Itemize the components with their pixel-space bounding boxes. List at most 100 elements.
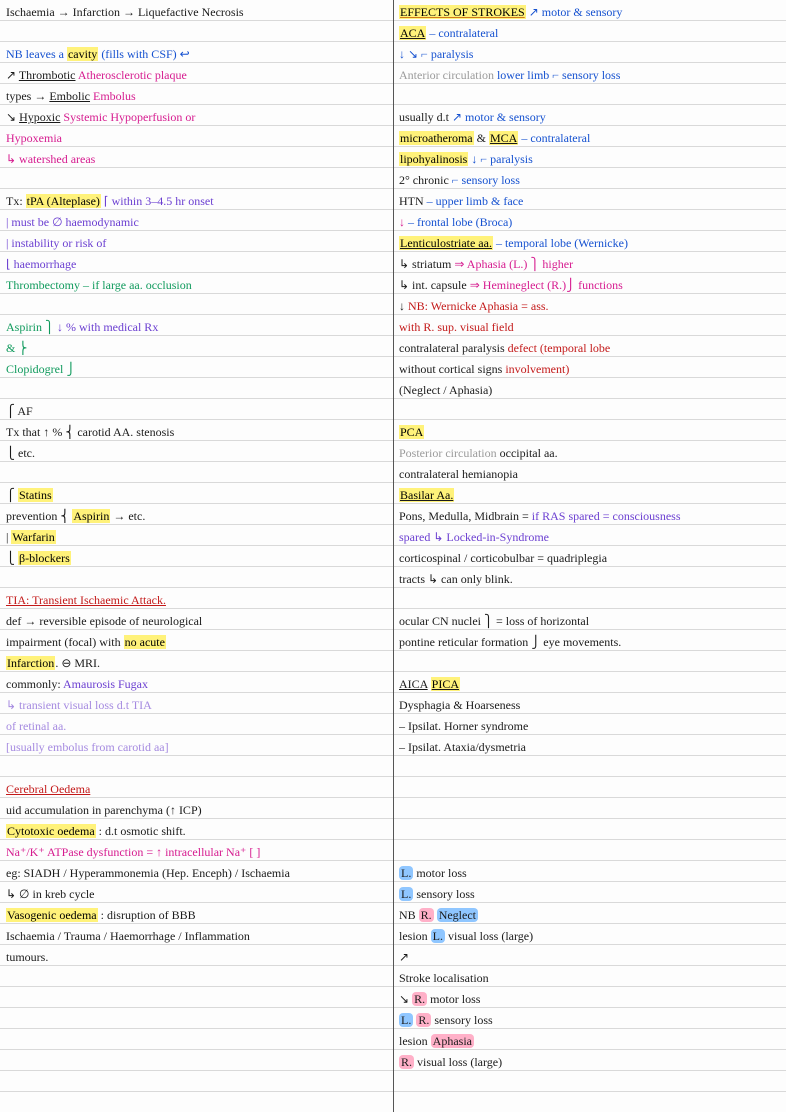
note-line: ↓ – frontal lobe (Broca) — [399, 212, 780, 233]
note-line: def → reversible episode of neurological — [6, 611, 387, 632]
note-line: Stroke localisation — [399, 968, 780, 989]
text-segment: . ⊖ MRI. — [55, 656, 100, 670]
text-segment: Warfarin — [11, 530, 55, 544]
text-segment: involvement) — [505, 362, 569, 376]
text-segment: ⎩ etc. — [6, 446, 35, 460]
text-segment: Thrombotic — [19, 68, 76, 82]
note-line: Anterior circulation lower limb ⌐ sensor… — [399, 65, 780, 86]
note-line: lipohyalinosis ↓ ⌐ paralysis — [399, 149, 780, 170]
text-segment: lesion — [399, 929, 431, 943]
note-line: ⎩ β-blockers — [6, 548, 387, 569]
text-segment: no acute — [124, 635, 166, 649]
text-segment: occipital aa. — [497, 446, 558, 460]
note-line — [6, 170, 387, 191]
text-segment: PICA — [431, 677, 460, 691]
note-line: | must be ∅ haemodynamic — [6, 212, 387, 233]
text-segment: def → reversible episode of neurological — [6, 614, 202, 628]
note-line: ACA – contralateral — [399, 23, 780, 44]
text-segment: Atherosclerotic plaque — [78, 68, 187, 82]
text-segment: ↓ % with medical Rx — [54, 320, 158, 334]
text-segment: Ischaemia → Infarction → Liquefactive Ne… — [6, 5, 244, 19]
text-segment: ↗ motor & sensory — [526, 5, 623, 19]
text-segment: & ⎬ — [6, 341, 27, 355]
note-line: L. motor loss — [399, 863, 780, 884]
text-segment: R. — [412, 992, 427, 1006]
text-segment: L. — [399, 866, 413, 880]
text-segment: R. — [419, 908, 434, 922]
text-segment: Amaurosis Fugax — [63, 677, 148, 691]
text-segment: Basilar Aa. — [399, 488, 454, 502]
text-segment: Cerebral Oedema — [6, 782, 90, 796]
text-segment: Embolus — [93, 89, 136, 103]
note-line: & ⎬ — [6, 338, 387, 359]
text-segment: impairment (focal) with — [6, 635, 124, 649]
text-segment: – Ipsilat. Ataxia/dysmetria — [399, 740, 526, 754]
note-line: ↗ Thrombotic Atherosclerotic plaque — [6, 65, 387, 86]
text-segment: ↗ motor & sensory — [449, 110, 546, 124]
note-line: corticospinal / corticobulbar = quadripl… — [399, 548, 780, 569]
note-line: – Ipsilat. Ataxia/dysmetria — [399, 737, 780, 758]
note-line: ⎧ AF — [6, 401, 387, 422]
text-segment: spared ↳ Locked-in-Syndrome — [399, 530, 549, 544]
text-segment: uid accumulation in parenchyma (↑ ICP) — [6, 803, 202, 817]
text-segment: NB: Wernicke Aphasia = ass. — [408, 299, 549, 313]
right-column: EFFECTS OF STROKES ↗ motor & sensory ACA… — [393, 0, 786, 1112]
text-segment: pontine reticular formation ⎭ eye moveme… — [399, 635, 621, 649]
note-line — [399, 401, 780, 422]
note-line — [6, 23, 387, 44]
text-segment: – temporal lobe (Wernicke) — [493, 236, 628, 250]
note-line: tracts ↳ can only blink. — [399, 569, 780, 590]
note-line: NB leaves a cavity (fills with CSF) ↩ — [6, 44, 387, 65]
note-line: Cytotoxic oedema : d.t osmotic shift. — [6, 821, 387, 842]
note-line: ↓ NB: Wernicke Aphasia = ass. — [399, 296, 780, 317]
text-segment: Ischaemia / Trauma / Haemorrhage / Infla… — [6, 929, 250, 943]
text-segment: ↳ ∅ in kreb cycle — [6, 887, 94, 901]
note-line: PCA — [399, 422, 780, 443]
note-line: ↳ ∅ in kreb cycle — [6, 884, 387, 905]
note-line: contralateral paralysis defect (temporal… — [399, 338, 780, 359]
text-segment: HTN — [399, 194, 424, 208]
text-segment: Lenticulostriate aa. — [399, 236, 493, 250]
text-segment: motor loss — [413, 866, 466, 880]
text-segment: of retinal aa. — [6, 719, 66, 733]
note-line — [6, 296, 387, 317]
text-segment: ↘ — [399, 992, 412, 1006]
text-segment: – upper limb & face — [424, 194, 524, 208]
note-line: usually d.t ↗ motor & sensory — [399, 107, 780, 128]
text-segment: sensory loss — [431, 1013, 492, 1027]
note-line: without cortical signs involvement) — [399, 359, 780, 380]
text-segment: contralateral paralysis — [399, 341, 508, 355]
note-line: Hypoxemia — [6, 128, 387, 149]
note-line: L. R. sensory loss — [399, 1010, 780, 1031]
note-line: (Neglect / Aphasia) — [399, 380, 780, 401]
text-segment: 2° chronic — [399, 173, 449, 187]
note-line: TIA: Transient Ischaemic Attack. — [6, 590, 387, 611]
text-segment: ↓ — [399, 299, 408, 313]
text-segment: ⌈ within 3–4.5 hr onset — [101, 194, 214, 208]
note-line: ocular CN nuclei ⎫ = loss of horizontal — [399, 611, 780, 632]
text-segment: Posterior circulation — [399, 446, 497, 460]
text-segment: R. — [416, 1013, 431, 1027]
text-segment: ↳ int. capsule — [399, 278, 470, 292]
text-segment: commonly: — [6, 677, 63, 691]
note-line — [399, 653, 780, 674]
note-line: Lenticulostriate aa. – temporal lobe (We… — [399, 233, 780, 254]
text-segment: types → — [6, 89, 49, 103]
text-segment: tracts ↳ can only blink. — [399, 572, 513, 586]
text-segment: Embolic — [49, 89, 90, 103]
text-segment: defect (temporal lobe — [508, 341, 611, 355]
text-segment: ⎧ AF — [6, 404, 33, 418]
note-line: Basilar Aa. — [399, 485, 780, 506]
note-line: Thrombectomy – if large aa. occlusion — [6, 275, 387, 296]
text-segment: Clopidogrel ⎭ — [6, 362, 75, 376]
note-line: Ischaemia / Trauma / Haemorrhage / Infla… — [6, 926, 387, 947]
note-line — [6, 464, 387, 485]
text-segment: | must be ∅ haemodynamic — [6, 215, 139, 229]
text-segment: Tx that ↑ % ⎨ carotid AA. stenosis — [6, 425, 174, 439]
note-line: Ischaemia → Infarction → Liquefactive Ne… — [6, 2, 387, 23]
text-segment: sensory loss — [413, 887, 474, 901]
text-segment: Vasogenic oedema — [6, 908, 98, 922]
note-line: Tx that ↑ % ⎨ carotid AA. stenosis — [6, 422, 387, 443]
note-line: ↘ R. motor loss — [399, 989, 780, 1010]
note-line: Vasogenic oedema : disruption of BBB — [6, 905, 387, 926]
